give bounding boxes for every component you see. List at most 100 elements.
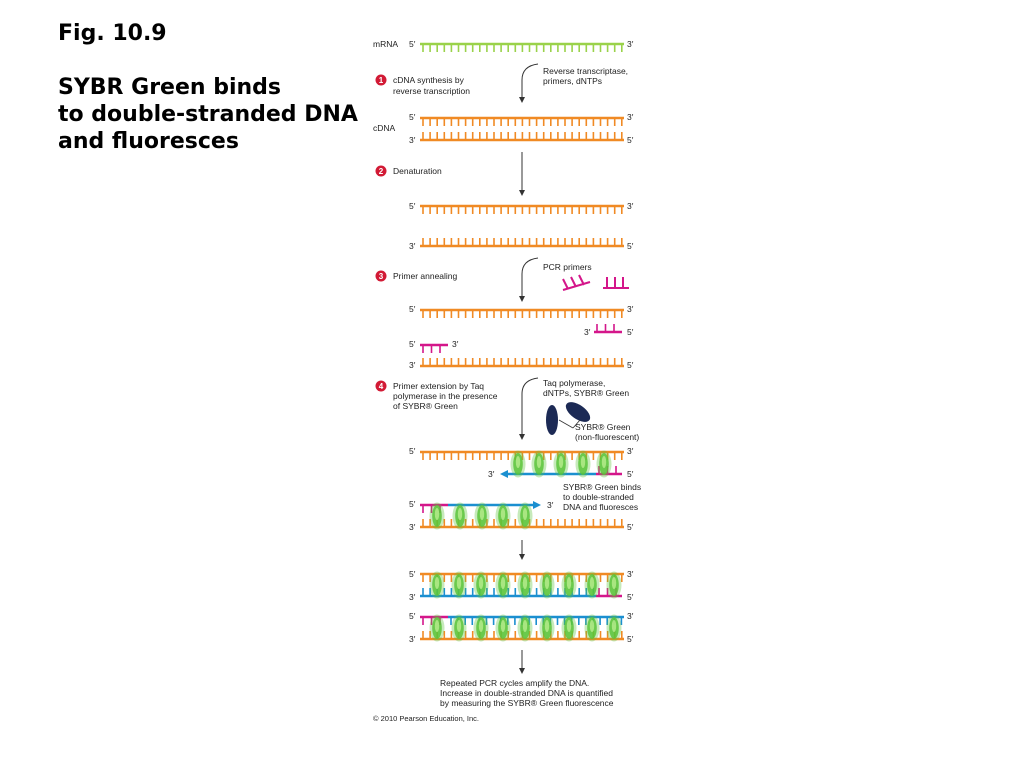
sybr-glow-d-5: [517, 614, 533, 642]
sybr-glow-d-6-highlight: [544, 620, 550, 632]
denaturation-arrow-head: [519, 190, 525, 196]
sybr-glow-a-3: [553, 450, 569, 478]
new-strand-reverse-arrowhead: [500, 470, 508, 478]
sybr-dye-pointer-2: [572, 419, 581, 429]
pcr-primers-note: PCR primers: [543, 262, 592, 272]
amp2-top-3prime: 3′: [627, 611, 634, 621]
sybr-glow-c-8-highlight: [589, 577, 595, 589]
step-3-text-line-1: Primer annealing: [393, 271, 458, 281]
step-3-badge: 3: [375, 270, 387, 282]
sybr-glow-d-6: [539, 614, 555, 642]
sybr-glow-c-1-highlight: [434, 577, 440, 589]
sybr-glow-b-4: [495, 502, 511, 530]
extension-reverse-5prime: 5′: [627, 469, 634, 479]
amplification-arrow-1-head: [519, 554, 525, 560]
denatured-top-5prime: 5′: [409, 201, 416, 211]
sybr-glow-c-4: [495, 571, 511, 599]
sybr-glow-b-4-highlight: [500, 508, 506, 520]
extension-top-3prime: 3′: [627, 446, 634, 456]
step-3-badge-number: 3: [379, 272, 384, 281]
sybr-glow-b-2-highlight: [457, 508, 463, 520]
denatured-bottom-strand: [420, 238, 624, 248]
sybr-glow-d-9-highlight: [611, 620, 617, 632]
sybr-glow-d-5-highlight: [522, 620, 528, 632]
reverse-transcriptase-note-line-2: primers, dNTPs: [543, 76, 602, 86]
sybr-glow-c-3-highlight: [478, 577, 484, 589]
sybr-glow-d-2-highlight: [456, 620, 462, 632]
sybr-glow-d-2: [451, 614, 467, 642]
reverse-primer-5prime: 5′: [627, 327, 634, 337]
reverse-primer-3prime: 3′: [584, 327, 591, 337]
sybr-glow-d-3-highlight: [478, 620, 484, 632]
dna-strands: [420, 42, 629, 641]
step-4-text-line-3: of SYBR® Green: [393, 401, 458, 411]
step-2-badge: 2: [375, 165, 387, 177]
sybr-glow-a-2: [531, 450, 547, 478]
cdna-label: cDNA: [373, 123, 396, 133]
step-3-badge-circle: [375, 270, 387, 282]
forward-primer-5prime: 5′: [409, 339, 416, 349]
sybr-glow-d-1: [429, 614, 445, 642]
sybr-glow-c-7: [561, 571, 577, 599]
step-4-badge-circle: [375, 380, 387, 392]
denatured-top-3prime: 3′: [627, 201, 634, 211]
denatured-bottom-3prime: 3′: [409, 241, 416, 251]
extension-top-strand: [420, 450, 624, 460]
annealed-reverse-primer: [594, 324, 622, 334]
new-strand-reverse: [500, 470, 596, 478]
reverse-transcription-arrow-head: [519, 97, 525, 103]
taq-note-line-2: dNTPs, SYBR® Green: [543, 388, 629, 398]
process-arrows: [519, 63, 539, 674]
step-4-badge-number: 4: [379, 382, 384, 391]
annealed-bottom-3prime: 3′: [409, 360, 416, 370]
sybr-glow-c-5: [517, 571, 533, 599]
mrna-5prime: 5′: [409, 39, 416, 49]
heading-line-1: SYBR Green binds: [58, 75, 282, 100]
sybr-glow-b-3: [474, 502, 490, 530]
annealed-forward-primer: [420, 343, 448, 353]
step-4-text-line-1: Primer extension by Taq: [393, 381, 484, 391]
step-2-badge-number: 2: [379, 167, 384, 176]
reverse-transcriptase-note-line-1: Reverse transcriptase,: [543, 66, 628, 76]
sybr-glow-d-4: [495, 614, 511, 642]
sybr-glow-c-6: [539, 571, 555, 599]
primer-annealing-arrow-head: [519, 296, 525, 302]
step-4-text-line-2: polymerase in the presence: [393, 391, 498, 401]
sybr-glow-c-5-highlight: [522, 577, 528, 589]
sybr-glow-a-2-highlight: [536, 456, 542, 468]
sybr-glow-a-5-highlight: [601, 456, 607, 468]
sybr-free-label-line-2: (non-fluorescent): [575, 432, 639, 442]
step-1-badge-number: 1: [379, 76, 384, 85]
heading-line-3: and fluoresces: [58, 129, 239, 154]
sybr-glow-a-1-highlight: [515, 456, 521, 468]
reverse-transcription-arrow-shaft: [521, 63, 539, 98]
sybr-glow-b-5-highlight: [522, 508, 528, 520]
conclusion-text-line-1: Repeated PCR cycles amplify the DNA.: [440, 678, 589, 688]
cdna-top-3prime: 3′: [627, 112, 634, 122]
sybr-glow-c-9: [606, 571, 622, 599]
extension-bottom-5prime: 5′: [627, 522, 634, 532]
sybr-glow-b-2: [452, 502, 468, 530]
sybr-glow-d-1-highlight: [434, 620, 440, 632]
step-1-text-line-1: cDNA synthesis by: [393, 75, 465, 85]
annealed-top-5prime: 5′: [409, 304, 416, 314]
slide-heading: Fig. 10.9 SYBR Green binds to double-str…: [58, 20, 358, 155]
sybr-glow-a-1: [510, 450, 526, 478]
copyright: © 2010 Pearson Education, Inc.: [373, 714, 479, 723]
sybr-glow-d-3: [473, 614, 489, 642]
amp1-bottom-3prime: 3′: [409, 592, 416, 602]
mrna-3prime: 3′: [627, 39, 634, 49]
annealed-top-strand: [420, 308, 624, 318]
cdna-bottom-5prime: 5′: [627, 135, 634, 145]
amp2-bottom-3prime: 3′: [409, 634, 416, 644]
annealed-top-3prime: 3′: [627, 304, 634, 314]
sybr-dye-molecules: [546, 402, 591, 435]
sybr-glow-c-2: [451, 571, 467, 599]
sybr-glow-c-4-highlight: [500, 577, 506, 589]
sybr-glow-c-7-highlight: [566, 577, 572, 589]
step-1-badge: 1: [375, 74, 387, 86]
extension-arrow-shaft: [521, 377, 539, 435]
cdna-duplex-bottom: [420, 132, 624, 142]
